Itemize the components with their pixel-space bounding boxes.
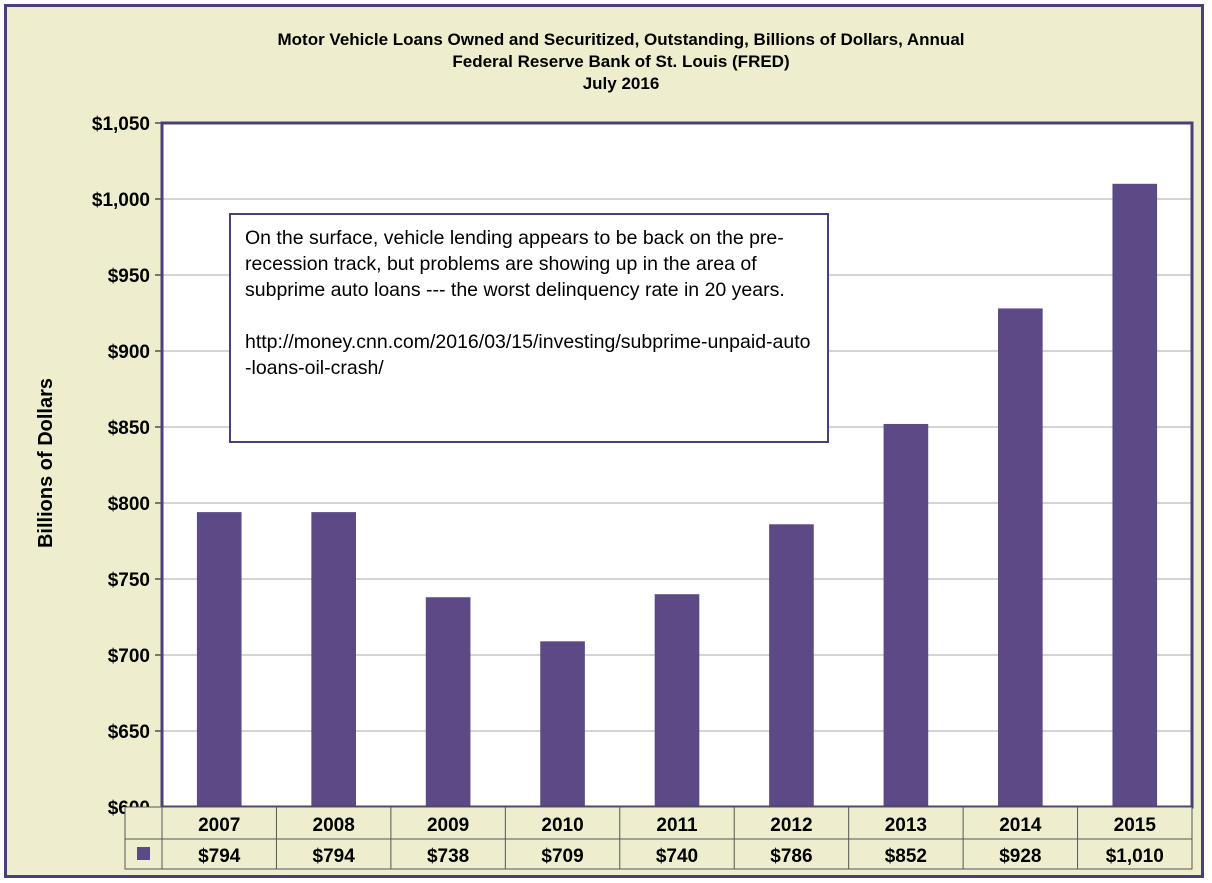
y-tick-label: $1,050 — [92, 114, 150, 135]
bar-2010 — [540, 641, 585, 807]
x-category-label: 2012 — [770, 815, 812, 836]
annotation-box: On the surface, vehicle lending appears … — [229, 213, 829, 443]
legend-key — [137, 847, 150, 860]
bar-2013 — [883, 423, 929, 807]
annotation-text: On the surface, vehicle lending appears … — [245, 227, 785, 301]
x-category-label: 2009 — [427, 815, 469, 836]
chart-subtitle: Federal Reserve Bank of St. Louis (FRED) — [452, 52, 789, 71]
data-table — [124, 806, 1193, 870]
table-value: $1,010 — [1106, 846, 1164, 867]
table-value: $794 — [198, 846, 241, 867]
table-value: $852 — [885, 846, 927, 867]
x-category-label: 2007 — [198, 815, 240, 836]
chart-date: July 2016 — [583, 74, 660, 93]
bar-2015 — [1112, 183, 1158, 808]
bar-2007 — [196, 512, 242, 807]
bar-2014 — [998, 308, 1043, 807]
table-value: $738 — [427, 846, 469, 867]
x-category-label: 2010 — [541, 815, 583, 836]
y-tick-label: $800 — [108, 494, 150, 515]
table-value: $740 — [656, 846, 698, 867]
y-tick-label: $950 — [108, 266, 150, 287]
x-category-label: 2008 — [313, 815, 355, 836]
bar-2011 — [654, 594, 700, 807]
y-tick-label: $750 — [108, 570, 150, 591]
x-category-label: 2015 — [1114, 815, 1157, 836]
chart-title: Motor Vehicle Loans Owned and Securitize… — [278, 30, 965, 49]
table-value: $786 — [770, 846, 812, 867]
x-category-label: 2014 — [999, 815, 1042, 836]
bar-2009 — [425, 597, 471, 807]
x-category-label: 2013 — [885, 815, 927, 836]
y-tick-label: $850 — [108, 418, 150, 439]
table-value: $709 — [541, 846, 583, 867]
y-axis-label: Billions of Dollars — [35, 378, 57, 548]
y-tick-label: $650 — [108, 722, 150, 743]
y-tick-label: $900 — [108, 342, 150, 363]
x-category-label: 2011 — [656, 815, 698, 836]
y-tick-label: $700 — [108, 646, 150, 667]
bar-2012 — [769, 524, 814, 807]
chart-frame: Motor Vehicle Loans Owned and Securitize… — [4, 4, 1204, 878]
table-value: $794 — [313, 846, 356, 867]
annotation-url: http://money.cnn.com/2016/03/15/investin… — [245, 331, 811, 379]
table-value: $928 — [999, 846, 1041, 867]
y-tick-label: $1,000 — [92, 190, 150, 211]
bar-2008 — [311, 512, 356, 807]
